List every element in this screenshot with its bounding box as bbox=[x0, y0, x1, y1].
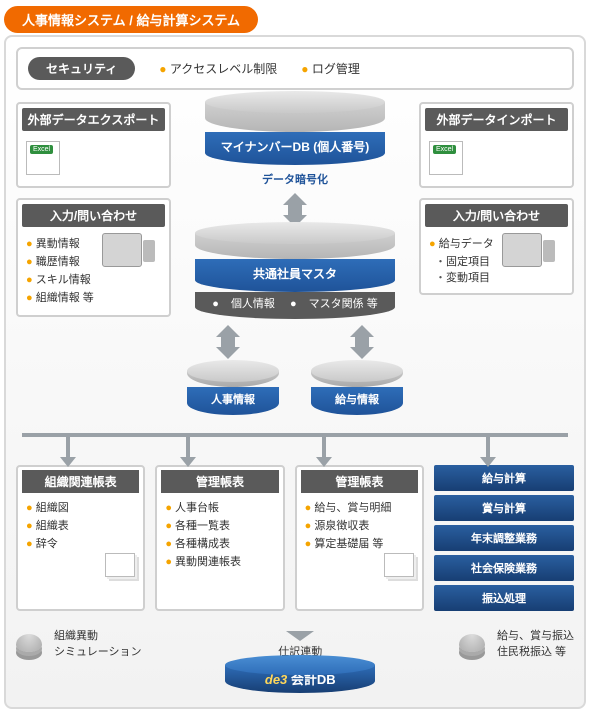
mynumber-db: マイナンバーDB (個人番号) bbox=[205, 102, 385, 165]
left-input-box: 入力/問い合わせ 異動情報 職歴情報 スキル情報 組織情報 等 bbox=[16, 198, 171, 317]
sim-label-1: 組織異動 bbox=[54, 627, 142, 643]
flow-line bbox=[22, 433, 568, 437]
process-list: 給与計算 賞与計算 年末調整業務 社会保険業務 振込処理 bbox=[434, 465, 574, 611]
left-column: 外部データエクスポート 入力/問い合わせ 異動情報 職歴情報 スキル情報 組織情… bbox=[16, 102, 171, 415]
list-item: 組織情報 等 bbox=[26, 289, 94, 305]
list-item: 辞令 bbox=[26, 535, 135, 551]
process-item: 社会保険業務 bbox=[434, 555, 574, 581]
list-item: 給与データ bbox=[429, 235, 494, 251]
system-frame: セキュリティ アクセスレベル制限 ログ管理 外部データエクスポート 入力/問い合… bbox=[4, 35, 586, 709]
report-title: 管理帳表 bbox=[301, 470, 418, 493]
arrow-icon bbox=[350, 325, 374, 359]
report-box-3: 管理帳表 給与、賞与明細 源泉徴収表 算定基礎届 等 bbox=[295, 465, 424, 611]
master-db: 共通社員マスタ ●個人情報 ●マスタ関係 等 bbox=[195, 233, 395, 319]
list-item: 組織図 bbox=[26, 499, 135, 515]
right-input-box: 入力/問い合わせ 給与データ 固定項目 変動項目 bbox=[419, 198, 574, 295]
process-item: 振込処理 bbox=[434, 585, 574, 611]
disk-icon bbox=[459, 634, 485, 652]
left-input-title: 入力/問い合わせ bbox=[22, 204, 165, 227]
master-db-sub: ●個人情報 ●マスタ関係 等 bbox=[195, 292, 395, 319]
page-title: 人事情報システム / 給与計算システム bbox=[4, 6, 258, 33]
footer-center: 仕訳連動 de3 会計DB bbox=[225, 629, 375, 693]
arrow-icon bbox=[216, 325, 240, 359]
list-item: 各種一覧表 bbox=[165, 517, 274, 533]
accounting-db: de3 会計DB bbox=[225, 665, 375, 693]
sim-label-2: シミュレーション bbox=[54, 643, 142, 659]
process-item: 給与計算 bbox=[434, 465, 574, 491]
document-icon bbox=[105, 553, 135, 577]
list-item: 職歴情報 bbox=[26, 253, 94, 269]
list-item: 給与、賞与明細 bbox=[305, 499, 414, 515]
report-title: 組織関連帳表 bbox=[22, 470, 139, 493]
security-item: アクセスレベル制限 bbox=[159, 60, 277, 77]
import-box: 外部データインポート bbox=[419, 102, 574, 188]
document-icon bbox=[384, 553, 414, 577]
master-db-label: 共通社員マスタ bbox=[195, 259, 395, 292]
computer-icon bbox=[102, 233, 142, 267]
hr-info-db: 人事情報 bbox=[187, 371, 279, 415]
list-item: 各種構成表 bbox=[165, 535, 274, 551]
right-column: 外部データインポート 入力/問い合わせ 給与データ 固定項目 変動項目 bbox=[419, 102, 574, 415]
payroll-info-label: 給与情報 bbox=[311, 387, 403, 415]
disk-icon bbox=[16, 634, 42, 652]
transfer-label-2: 住民税振込 等 bbox=[497, 643, 574, 659]
security-pill: セキュリティ bbox=[28, 57, 135, 80]
report-title: 管理帳表 bbox=[161, 470, 278, 493]
security-row: セキュリティ アクセスレベル制限 ログ管理 bbox=[16, 47, 574, 90]
list-subitem: 変動項目 bbox=[435, 269, 494, 285]
list-item: 異動関連帳表 bbox=[165, 553, 274, 569]
mynumber-db-label: マイナンバーDB (個人番号) bbox=[205, 132, 385, 165]
transfer-label-1: 給与、賞与振込 bbox=[497, 627, 574, 643]
export-title: 外部データエクスポート bbox=[22, 108, 165, 131]
report-box-2: 管理帳表 人事台帳 各種一覧表 各種構成表 異動関連帳表 bbox=[155, 465, 284, 611]
center-column: マイナンバーDB (個人番号) データ暗号化 共通社員マスタ ●個人情報 ●マス… bbox=[181, 102, 409, 415]
import-title: 外部データインポート bbox=[425, 108, 568, 131]
excel-icon bbox=[26, 141, 60, 175]
payroll-info-db: 給与情報 bbox=[311, 371, 403, 415]
computer-icon bbox=[502, 233, 542, 267]
list-item: 人事台帳 bbox=[165, 499, 274, 515]
list-item: スキル情報 bbox=[26, 271, 94, 287]
security-item: ログ管理 bbox=[301, 60, 360, 77]
export-box: 外部データエクスポート bbox=[16, 102, 171, 188]
process-item: 年末調整業務 bbox=[434, 525, 574, 551]
bottom-right: 給与、賞与振込 住民税振込 等 bbox=[459, 627, 574, 659]
chevron-down-icon bbox=[286, 631, 314, 641]
list-subitem: 固定項目 bbox=[435, 253, 494, 269]
report-box-1: 組織関連帳表 組織図 組織表 辞令 bbox=[16, 465, 145, 611]
list-item: 異動情報 bbox=[26, 235, 94, 251]
hr-info-label: 人事情報 bbox=[187, 387, 279, 415]
list-item: 算定基礎届 等 bbox=[305, 535, 414, 551]
encryption-label: データ暗号化 bbox=[181, 171, 409, 187]
bottom-left: 組織異動 シミュレーション bbox=[16, 627, 142, 659]
excel-icon bbox=[429, 141, 463, 175]
list-item: 源泉徴収表 bbox=[305, 517, 414, 533]
list-item: 組織表 bbox=[26, 517, 135, 533]
process-item: 賞与計算 bbox=[434, 495, 574, 521]
right-input-title: 入力/問い合わせ bbox=[425, 204, 568, 227]
